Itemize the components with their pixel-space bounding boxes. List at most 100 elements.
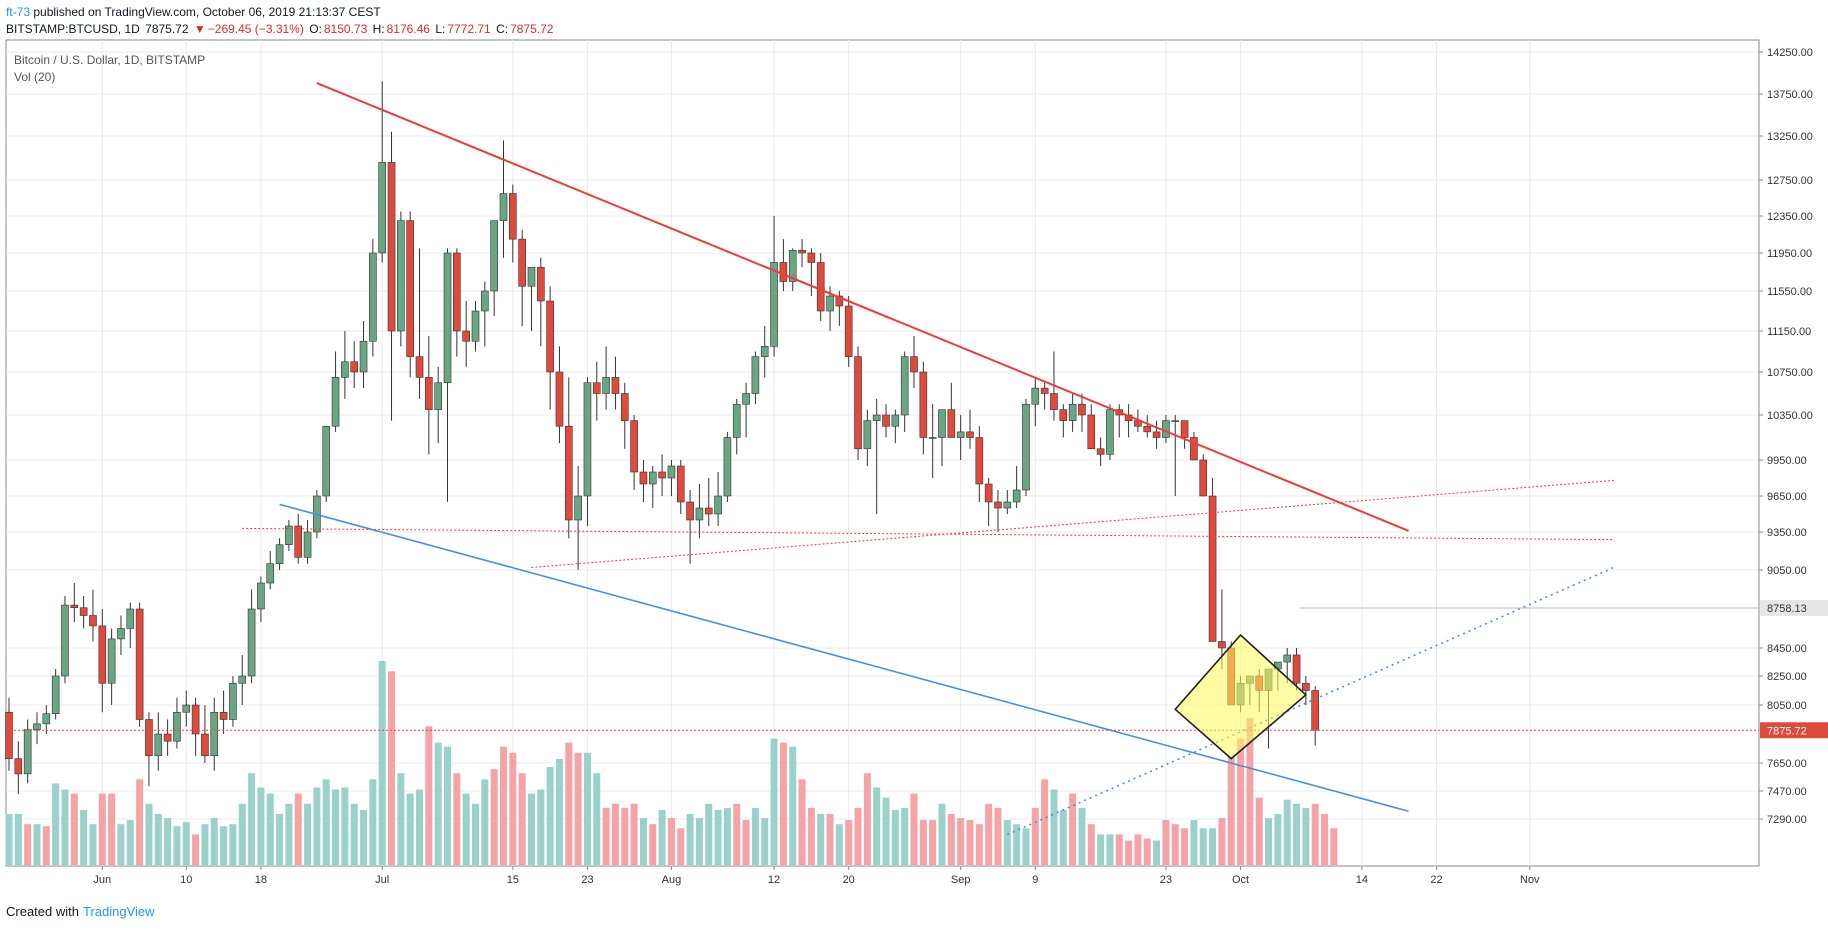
candle-body (546, 300, 554, 373)
candle-body (667, 465, 676, 479)
volume-bar (173, 826, 181, 865)
volume-bar (248, 773, 256, 865)
candle-body (863, 420, 872, 450)
candle-body (425, 377, 433, 410)
close-price-value: 7875.72 (510, 22, 554, 36)
volume-bar (854, 807, 862, 865)
volume-bar (434, 742, 442, 865)
price-tick-label: 12750.00 (1767, 175, 1813, 187)
volume-bar (192, 834, 200, 865)
price-tick-label: 10350.00 (1767, 410, 1813, 422)
time-tick-label: 15 (507, 874, 519, 886)
volume-bar (611, 803, 619, 865)
candle-body (238, 675, 247, 684)
volume-bar (1218, 818, 1226, 865)
candle-body (126, 608, 135, 629)
candle-body (928, 437, 937, 439)
price-tick-label: 7470.00 (1767, 786, 1807, 798)
volume-bar (1059, 809, 1067, 865)
volume-bar (266, 793, 274, 865)
candle-body (891, 414, 900, 427)
candle-body (770, 262, 778, 347)
candle-body (1283, 654, 1292, 663)
candle-body (499, 193, 508, 221)
time-tick-label: Nov (1520, 874, 1540, 886)
candle-body (285, 525, 293, 545)
volume-bar (1190, 820, 1198, 865)
volume-bar (742, 820, 750, 865)
volume-bar (52, 783, 60, 865)
candle-body (994, 501, 1002, 509)
volume-bar (966, 820, 974, 865)
volume-legend: Vol (20) (14, 70, 55, 84)
chart-title: Bitcoin / U.S. Dollar, 1D, BITSTAMP (14, 53, 205, 67)
volume-bar (341, 787, 349, 865)
candle-body (984, 483, 993, 503)
price-tick-label: 8050.00 (1767, 700, 1807, 712)
candle-body (1068, 403, 1077, 421)
candle-body (303, 531, 312, 558)
volume-bar (313, 787, 321, 865)
volume-bar (210, 818, 218, 865)
volume-bar (425, 726, 433, 865)
candle-body (1180, 420, 1189, 438)
time-tick-label: 10 (180, 874, 192, 886)
candle-body (975, 437, 984, 485)
volume-bar (826, 814, 834, 865)
time-tick-label: 14 (1356, 874, 1368, 886)
price-tick-label: 8250.00 (1767, 671, 1807, 683)
volume-bar (154, 814, 162, 865)
candle-body (1012, 489, 1021, 503)
candle-body (341, 361, 349, 378)
candle-body (630, 420, 638, 473)
candle-body (872, 414, 881, 421)
volume-bar (5, 814, 13, 865)
price-tick-label: 9950.00 (1767, 455, 1807, 467)
volume-bar (1181, 828, 1189, 865)
volume-bar (817, 814, 825, 865)
candle-body (14, 758, 23, 775)
time-axis[interactable]: Jun 10 18 Jul 15 23 Aug 12 20 Sep 9 23 Oct 14 22 Nov (93, 866, 1540, 886)
candle-body (882, 414, 890, 427)
time-tick-label: Aug (662, 874, 682, 886)
volume-bar (108, 793, 116, 865)
candle-body (1031, 387, 1040, 405)
ticker-label: BITSTAMP:BTCUSD, 1D (6, 22, 140, 36)
volume-bar (201, 824, 209, 865)
volume-bar (1143, 838, 1151, 865)
volume-bar (1106, 834, 1114, 865)
candle-body (275, 544, 284, 564)
volume-bar (322, 779, 330, 865)
volume-bar (1153, 840, 1161, 865)
marker-tag-bg (1760, 599, 1828, 616)
high-label: H: (372, 22, 385, 36)
tradingview-logo[interactable]: TradingView (82, 904, 155, 919)
candle-body (704, 507, 713, 515)
author-link[interactable]: ft-73 (6, 5, 31, 19)
volume-bar (891, 809, 899, 865)
candle-body (397, 220, 405, 332)
price-tick-label: 8450.00 (1767, 643, 1807, 655)
volume-bar (546, 767, 554, 865)
price-tick-label: 7290.00 (1767, 814, 1807, 826)
candle-body (1199, 459, 1208, 497)
volume-bar (453, 773, 461, 865)
volume-bar (807, 807, 815, 865)
volume-bar (723, 807, 731, 865)
trendline-dotted-blue (1006, 566, 1615, 836)
candle-body (117, 628, 125, 640)
volume-bar (695, 818, 703, 865)
candle-body (1218, 641, 1226, 649)
candle-body (266, 563, 275, 584)
candle-body (1171, 420, 1180, 422)
volume-bar (360, 809, 368, 865)
volume-bar (24, 824, 32, 865)
price-axis[interactable]: 14250.00 13750.00 13250.00 12750.00 12350.00… (1759, 47, 1828, 826)
volume-bar (583, 752, 591, 865)
candle-body (135, 608, 144, 720)
candle-body (658, 471, 666, 479)
open-value: 8150.73 (323, 22, 368, 36)
price-tick-label: 9350.00 (1767, 527, 1807, 539)
volume-bar (761, 818, 769, 865)
